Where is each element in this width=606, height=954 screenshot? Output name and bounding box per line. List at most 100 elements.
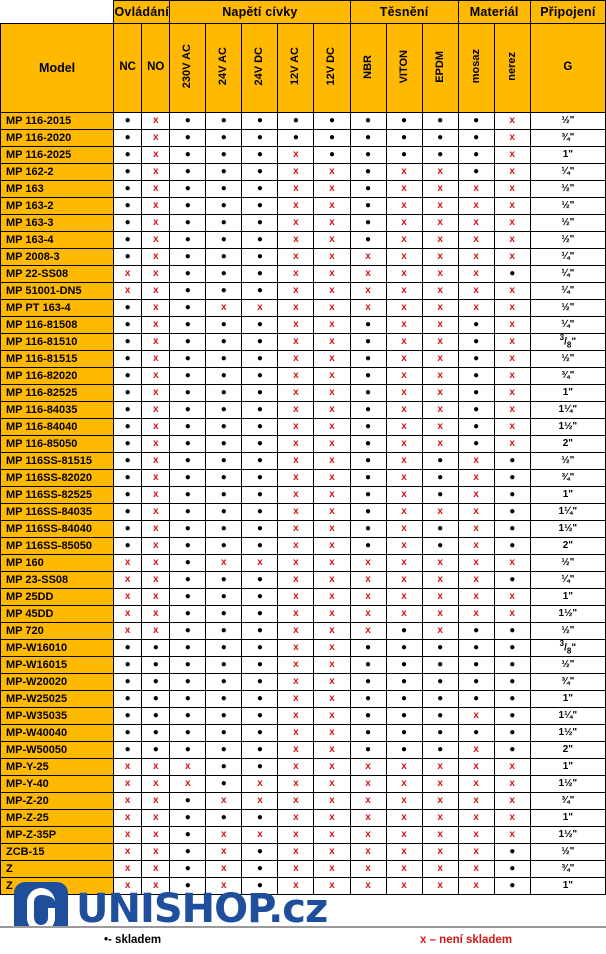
availability-cell-no: x [141,758,171,776]
availability-cell-yes: ● [205,605,243,623]
availability-cell-yes: ● [457,316,495,334]
availability-cell-yes: ● [349,316,387,334]
availability-cell-no: x [141,537,171,555]
availability-cell-no: x [385,537,423,555]
availability-cell-no: x [385,350,423,368]
availability-cell-yes: ● [241,282,279,300]
connection-size-cell: ¾" [529,469,606,487]
availability-cell-yes: ● [169,146,207,164]
availability-cell-no: x [277,690,315,708]
availability-cell-yes: ● [169,673,207,691]
table-row: MP-W16015 ● ● ● ● ● x x ● ● ● ● ● ½" [0,656,606,674]
connection-size-cell: ½" [529,180,606,198]
model-name-cell: MP 116-81515 [0,350,115,368]
availability-cell-yes: ● [169,877,207,895]
connection-size-cell: 1½" [529,775,606,793]
availability-cell-no: x [277,401,315,419]
availability-cell-yes: ● [205,520,243,538]
availability-cell-no: x [313,877,351,895]
availability-cell-yes: ● [457,673,495,691]
availability-cell-no: x [421,350,459,368]
availability-cell-no: x [385,605,423,623]
availability-cell-yes: ● [113,197,143,215]
table-row: MP 116-81515 ● x ● ● ● x x ● x x ● x ½" [0,350,606,368]
connection-size-cell: 2" [529,741,606,759]
availability-cell-yes: ● [493,571,531,589]
availability-cell-no: x [349,809,387,827]
availability-cell-no: x [385,843,423,861]
availability-cell-no: x [349,554,387,572]
availability-cell-no: x [421,299,459,317]
availability-cell-yes: ● [493,860,531,878]
connection-size-cell: ¼" [529,265,606,283]
availability-cell-no: x [141,843,171,861]
availability-cell-yes: ● [113,384,143,402]
availability-cell-yes: ● [169,248,207,266]
availability-cell-yes: ● [205,537,243,555]
availability-cell-no: x [205,826,243,844]
availability-cell-yes: ● [241,741,279,759]
availability-cell-no: x [421,503,459,521]
model-name-cell: MP PT 163-4 [0,299,115,317]
model-name-cell: MP 163-2 [0,197,115,215]
model-name-cell: MP-W50050 [0,741,115,759]
model-name-cell: MP 116SS-82525 [0,486,115,504]
availability-cell-yes: ● [241,265,279,283]
availability-cell-no: x [277,384,315,402]
table-row: MP-W35035 ● ● ● ● ● x x ● ● ● x ● 1¼" [0,707,606,725]
availability-cell-no: x [457,741,495,759]
connection-size-cell: ½" [529,299,606,317]
connection-size-cell: 1" [529,384,606,402]
availability-cell-yes: ● [205,367,243,385]
availability-cell-no: x [457,707,495,725]
availability-cell-yes: ● [113,231,143,249]
availability-cell-no: x [493,316,531,334]
availability-cell-yes: ● [169,656,207,674]
availability-cell-yes: ● [349,639,387,657]
availability-cell-no: x [277,231,315,249]
availability-cell-yes: ● [169,316,207,334]
availability-cell-yes: ● [169,503,207,521]
table-row: MP-W16010 ● ● ● ● ● x x ● ● ● ● ● 3/8" [0,639,606,657]
availability-cell-no: x [421,758,459,776]
availability-cell-yes: ● [113,333,143,351]
model-name-cell: MP 2008-3 [0,248,115,266]
connection-size-cell: ½" [529,214,606,232]
availability-cell-no: x [421,163,459,181]
availability-cell-yes: ● [169,333,207,351]
availability-cell-no: x [313,350,351,368]
availability-cell-no: x [313,724,351,742]
availability-cell-yes: ● [457,435,495,453]
availability-cell-no: x [421,860,459,878]
connection-size-cell: 1" [529,690,606,708]
availability-cell-no: x [385,265,423,283]
availability-cell-no: x [421,401,459,419]
availability-cell-no: x [349,622,387,640]
model-name-cell: MP-W20020 [0,673,115,691]
availability-cell-no: x [113,622,143,640]
availability-cell-no: x [385,571,423,589]
availability-cell-yes: ● [457,690,495,708]
availability-cell-yes: ● [169,418,207,436]
availability-cell-yes: ● [457,350,495,368]
availability-cell-no: x [313,571,351,589]
availability-cell-no: x [277,367,315,385]
availability-cell-no: x [421,248,459,266]
availability-cell-no: x [141,588,171,606]
table-row: MP 116-2025 ● x ● ● ● x ● ● ● ● ● x 1" [0,146,606,164]
availability-cell-yes: ● [241,350,279,368]
availability-cell-yes: ● [313,129,351,147]
connection-size-cell: 1¼" [529,401,606,419]
availability-cell-yes: ● [493,520,531,538]
model-name-cell: MP-Z-20 [0,792,115,810]
availability-cell-no: x [205,554,243,572]
availability-cell-yes: ● [457,112,495,130]
availability-cell-no: x [457,282,495,300]
availability-cell-no: x [141,860,171,878]
availability-cell-yes: ● [241,758,279,776]
table-row: MP 116-2020 ● x ● ● ● ● ● ● ● ● ● x ¾" [0,129,606,147]
availability-cell-no: x [277,435,315,453]
availability-cell-no: x [113,809,143,827]
availability-cell-no: x [313,605,351,623]
availability-cell-yes: ● [241,384,279,402]
